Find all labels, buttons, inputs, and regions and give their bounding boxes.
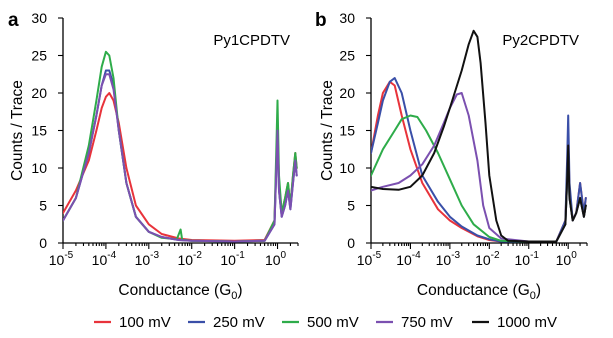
y-tick-label: 30: [31, 10, 47, 26]
legend-item: 100 mV: [94, 314, 171, 331]
y-tick-label: 0: [39, 235, 47, 251]
y-tick-label: 5: [39, 198, 47, 214]
panel-letter: b: [315, 10, 327, 31]
x-tick-label: 10-2: [475, 250, 500, 268]
y-tick-label: 20: [31, 85, 47, 101]
x-tick-label: 10-3: [436, 250, 461, 268]
y-tick-label: 15: [339, 123, 355, 139]
series-line-750-mv: [63, 73, 298, 243]
series-line-500-mv: [371, 114, 587, 243]
y-axis-title: Counts / Trace: [9, 80, 26, 181]
y-tick-label: 25: [31, 48, 47, 64]
x-tick-label: 100: [265, 250, 287, 268]
series-line-250-mv: [371, 77, 587, 243]
legend-item: 500 mV: [282, 314, 359, 331]
panel-letter: a: [8, 10, 19, 31]
x-tick-label: 10-1: [515, 250, 540, 268]
x-tick-label: 10-3: [135, 250, 160, 268]
legend: 100 mV 250 mV 500 mV 750 mV 1000 mV: [94, 314, 557, 331]
y-axis-title: Counts / Trace: [319, 80, 336, 181]
series-group: [63, 50, 298, 243]
y-tick-label: 10: [31, 160, 47, 176]
legend-label: 500 mV: [307, 314, 359, 331]
series-line-100-mv: [63, 92, 298, 242]
chart-panel-a: a Py1CPDTV 0 5 10 15 20 25 30 10-5 10-4 10-3 10-2 10-…: [8, 10, 299, 302]
legend-label: 1000 mV: [497, 314, 557, 331]
y-tick-label: 0: [347, 235, 355, 251]
x-tick-label: 10-1: [220, 250, 245, 268]
x-tick-label: 10-5: [49, 250, 74, 268]
legend-item: 1000 mV: [472, 314, 557, 331]
series-line-1000-mv: [371, 29, 587, 243]
x-axis-title: Conductance (G0): [118, 282, 242, 302]
x-tick-label: 10-5: [357, 250, 382, 268]
x-axis-title: Conductance (G0): [417, 282, 541, 302]
y-tick-label: 30: [339, 10, 355, 26]
series-line-750-mv: [371, 92, 587, 243]
y-tick-label: 20: [339, 85, 355, 101]
molecule-label: Py1CPDTV: [213, 32, 290, 49]
legend-item: 250 mV: [188, 314, 265, 331]
chart-panel-b: b Py2CPDTV 0 5 10 15 20 25 30 10-5 10-4 10-3 10-2 10-…: [315, 10, 588, 302]
y-tick-label: 15: [31, 123, 47, 139]
y-tick-label: 5: [347, 198, 355, 214]
legend-label: 100 mV: [119, 314, 171, 331]
x-tick-label: 10-2: [177, 250, 202, 268]
x-tick-label: 10-4: [396, 250, 421, 268]
x-tick-label: 100: [556, 250, 578, 268]
series-group: [371, 29, 587, 243]
x-tick-label: 10-4: [92, 250, 117, 268]
legend-label: 750 mV: [401, 314, 453, 331]
molecule-label: Py2CPDTV: [502, 32, 579, 49]
legend-label: 250 mV: [213, 314, 265, 331]
y-tick-label: 25: [339, 48, 355, 64]
y-tick-label: 10: [339, 160, 355, 176]
series-line-500-mv: [63, 50, 298, 243]
legend-item: 750 mV: [376, 314, 453, 331]
